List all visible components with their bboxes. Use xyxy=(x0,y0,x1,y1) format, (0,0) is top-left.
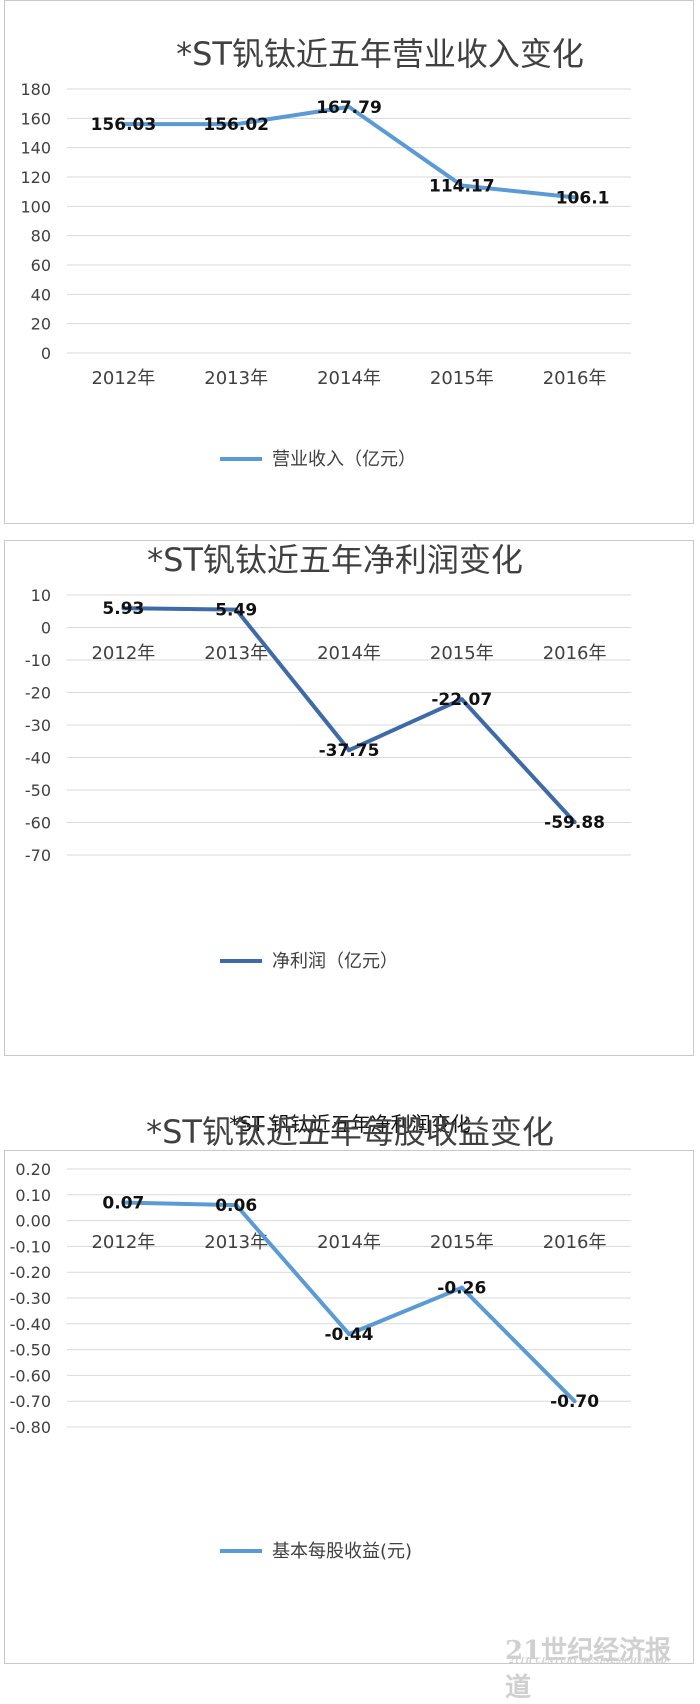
data-point xyxy=(572,195,577,200)
x-tick-label: 2016年 xyxy=(543,368,607,389)
data-point xyxy=(121,606,126,611)
eps-chart-panel: *ST钒钛近五年每股收益变化 -0.80 -0.70 -0.60 -0.50 -0.40 -… xyxy=(4,1113,694,1664)
y-tick-label: -50 xyxy=(25,781,51,800)
chart-title: *ST钒钛近五年净利润变化 xyxy=(147,541,523,579)
data-label: 0.06 xyxy=(215,1196,257,1216)
y-tick-label: -0.50 xyxy=(10,1341,51,1360)
data-point xyxy=(572,820,577,825)
data-label: -37.75 xyxy=(319,741,380,761)
y-tick-label: 0 xyxy=(41,619,51,638)
y-tick-label: 120 xyxy=(20,168,51,187)
net-profit-chart-panel: *ST钒钛近五年净利润变化 -70 -60 -50 -40 -30 -20 -10 0 10 201… xyxy=(4,540,694,1056)
data-label: 167.79 xyxy=(316,98,382,118)
y-tick-label: -60 xyxy=(25,814,51,833)
data-point xyxy=(121,122,126,127)
y-tick-label: 40 xyxy=(31,285,51,304)
data-label: 106.1 xyxy=(556,188,610,208)
y-tick-label: 100 xyxy=(20,197,51,216)
y-tick-label: 0 xyxy=(41,344,51,363)
y-tick-label: -0.80 xyxy=(10,1418,51,1437)
data-label: -0.70 xyxy=(550,1392,599,1412)
y-tick-label: -30 xyxy=(25,716,51,735)
data-label: -59.88 xyxy=(544,813,605,833)
data-label: 0.07 xyxy=(102,1194,144,1214)
data-label: 156.02 xyxy=(203,115,269,135)
x-tick-label: 2013年 xyxy=(204,1232,268,1253)
x-tick-label: 2016年 xyxy=(543,1232,607,1253)
x-tick-label: 2012年 xyxy=(91,1232,155,1253)
revenue-chart-panel: *ST钒钛近五年营业收入变化 0 20 40 60 80 100 120 140 160 180 20… xyxy=(4,0,694,524)
data-point xyxy=(234,1203,239,1208)
data-label: -22.07 xyxy=(431,690,492,710)
y-tick-label: 0.10 xyxy=(15,1186,51,1205)
x-tick-label: 2013年 xyxy=(204,368,268,389)
x-tick-label: 2016年 xyxy=(543,643,607,664)
data-point xyxy=(234,607,239,612)
x-tick-label: 2012年 xyxy=(91,643,155,664)
series-line xyxy=(123,104,575,200)
net-profit-chart: *ST钒钛近五年净利润变化 -70 -60 -50 -40 -30 -20 -10 0 10 201… xyxy=(25,541,631,972)
y-tick-label: 20 xyxy=(31,315,51,334)
y-tick-label: -0.10 xyxy=(10,1237,51,1256)
chart-title: *ST钒钛近五年每股收益变化 xyxy=(146,1113,554,1151)
x-tick-label: 2012年 xyxy=(91,368,155,389)
data-point xyxy=(459,183,464,188)
eps-chart: *ST钒钛近五年每股收益变化 -0.80 -0.70 -0.60 -0.50 -0.40 -… xyxy=(10,1113,631,1562)
y-tick-label: -0.60 xyxy=(10,1366,51,1385)
y-tick-label: -0.70 xyxy=(10,1392,51,1411)
data-point xyxy=(459,697,464,702)
legend-label: 基本每股收益(元) xyxy=(272,1541,412,1562)
x-tick-label: 2015年 xyxy=(430,1232,494,1253)
y-tick-label: -0.20 xyxy=(10,1263,51,1282)
y-tick-label: 180 xyxy=(20,80,51,99)
y-tick-label: -20 xyxy=(25,684,51,703)
data-point xyxy=(234,122,239,127)
data-label: -0.26 xyxy=(437,1279,486,1299)
y-tick-label: 140 xyxy=(20,139,51,158)
revenue-chart: *ST钒钛近五年营业收入变化 0 20 40 60 80 100 120 140 160 180 20… xyxy=(20,35,631,470)
y-tick-label: 0.00 xyxy=(15,1212,51,1231)
x-tick-label: 2014年 xyxy=(317,643,381,664)
x-tick-label: 2015年 xyxy=(430,368,494,389)
chart-title: *ST钒钛近五年营业收入变化 xyxy=(176,35,584,73)
data-label: 5.93 xyxy=(102,599,144,619)
legend-label: 营业收入（亿元） xyxy=(272,449,416,470)
data-point xyxy=(572,1399,577,1404)
data-point xyxy=(347,104,351,109)
publisher-watermark: 21世纪经济报道 21TH CENTURY BUSINESS HERALD xyxy=(505,1634,695,1703)
watermark-sub-text: 21TH CENTURY BUSINESS HERALD xyxy=(509,1656,668,1665)
y-tick-label: -0.40 xyxy=(10,1315,51,1334)
data-label: 5.49 xyxy=(215,601,257,621)
data-label: -0.44 xyxy=(325,1325,374,1345)
x-tick-label: 2015年 xyxy=(430,643,494,664)
data-point xyxy=(347,748,351,753)
y-tick-label: -10 xyxy=(25,651,51,670)
data-point xyxy=(121,1200,126,1205)
data-label: 156.03 xyxy=(91,115,157,135)
y-tick-label: 10 xyxy=(31,586,51,605)
data-label: 114.17 xyxy=(429,177,495,197)
y-tick-label: 0.20 xyxy=(15,1160,51,1179)
y-tick-label: -0.30 xyxy=(10,1289,51,1308)
x-tick-label: 2013年 xyxy=(204,643,268,664)
x-tick-label: 2014年 xyxy=(317,368,381,389)
data-point xyxy=(459,1285,464,1290)
watermark-main-text: 21世纪经济报道 xyxy=(505,1636,672,1703)
between-caption: *ST 钒钛近五年净利润变化 xyxy=(229,1112,471,1136)
y-tick-label: 80 xyxy=(31,227,51,246)
legend-label: 净利润（亿元） xyxy=(272,951,398,972)
y-tick-label: 160 xyxy=(20,109,51,128)
y-tick-label: 60 xyxy=(31,256,51,275)
y-tick-label: -40 xyxy=(25,749,51,768)
data-point xyxy=(347,1332,351,1337)
x-tick-label: 2014年 xyxy=(317,1232,381,1253)
y-tick-label: -70 xyxy=(25,846,51,865)
